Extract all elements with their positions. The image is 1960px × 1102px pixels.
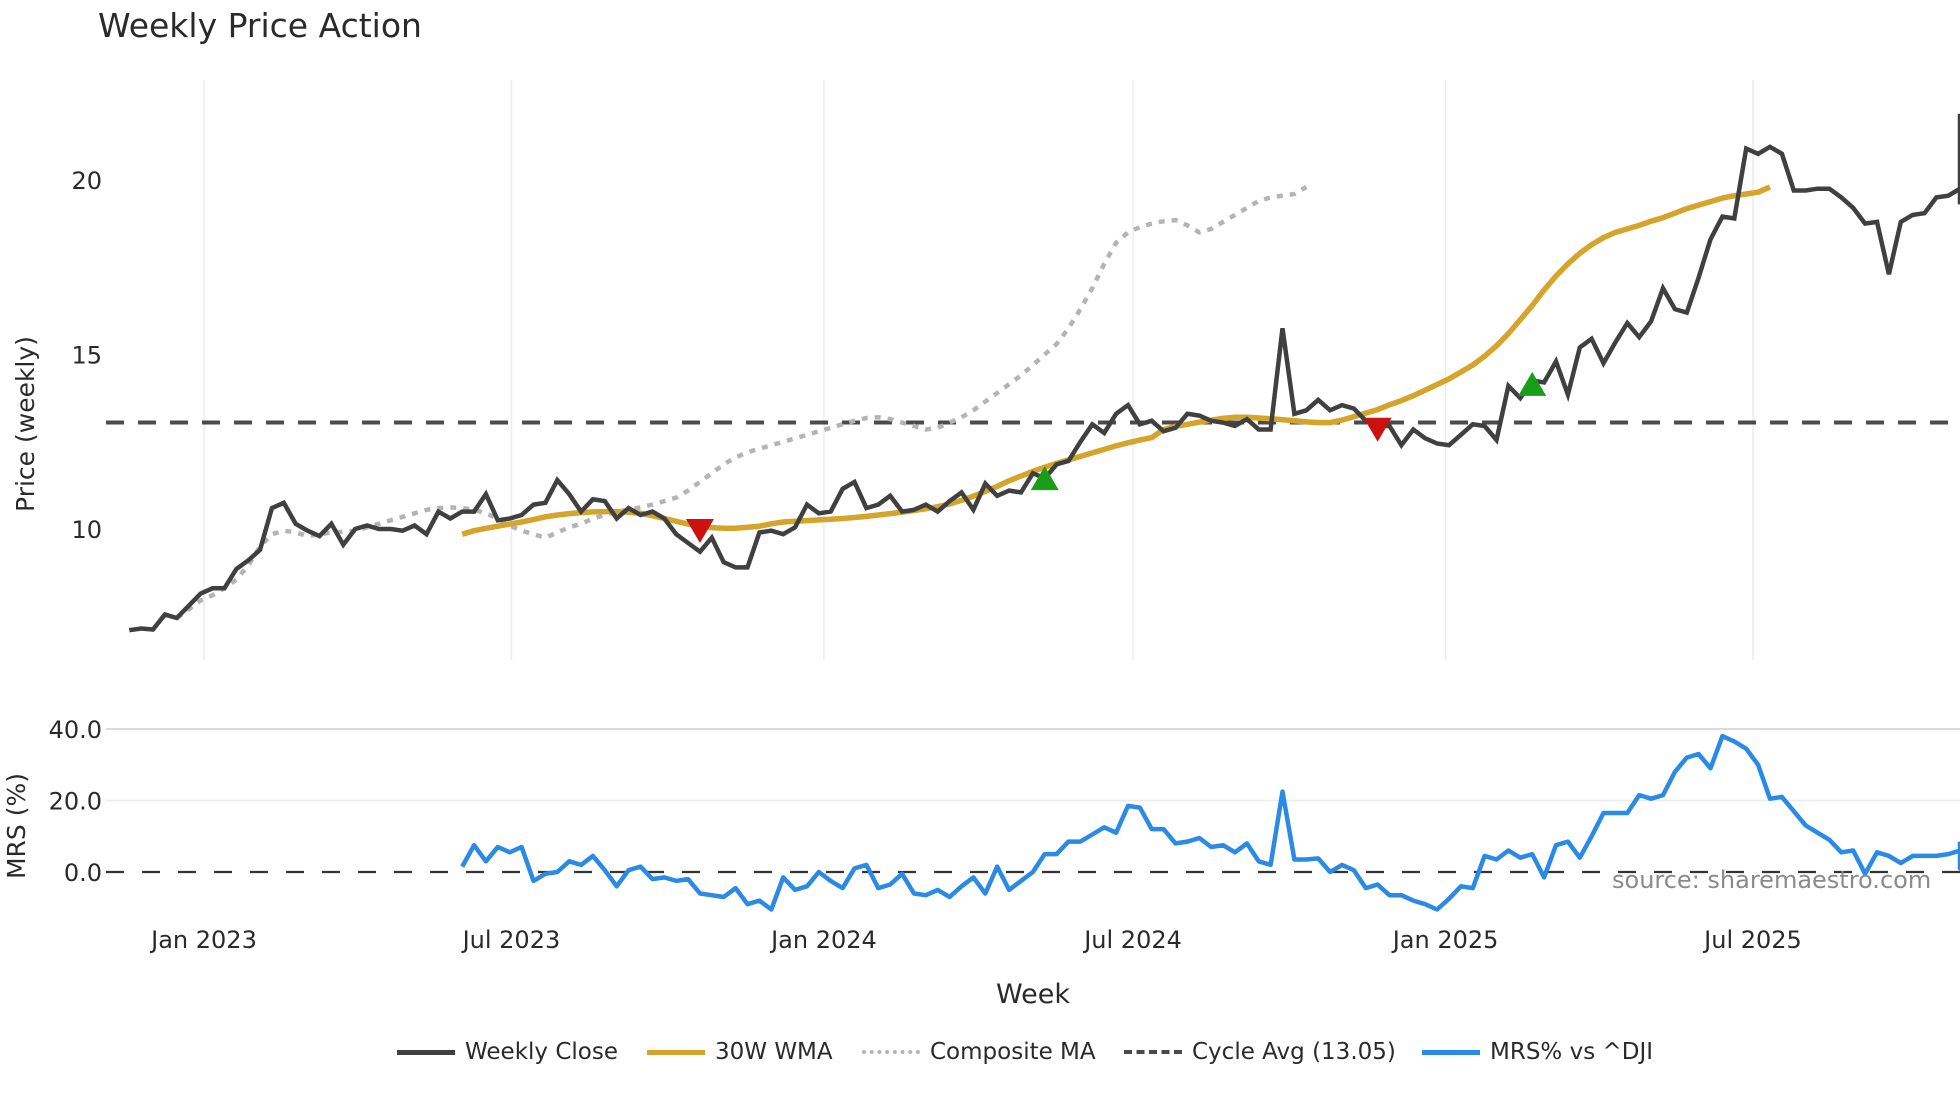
svg-text:0.0: 0.0: [64, 859, 102, 887]
svg-text:20.0: 20.0: [49, 788, 102, 816]
sell-signal-down-triangle-icon: [1363, 417, 1392, 442]
price-y-axis-label: Price (weekly): [11, 336, 40, 512]
svg-text:15: 15: [71, 342, 102, 370]
legend-label: Cycle Avg (13.05): [1192, 1039, 1396, 1065]
solid-line-swatch-icon: [647, 1049, 705, 1055]
svg-text:Jul 2024: Jul 2024: [1082, 926, 1182, 954]
svg-text:20: 20: [71, 167, 102, 195]
legend-label: MRS% vs ^DJI: [1490, 1039, 1654, 1065]
sell-signal-down-triangle-icon: [685, 519, 714, 543]
legend-item-weekly-close[interactable]: Weekly Close: [397, 1034, 618, 1070]
svg-text:Jul 2023: Jul 2023: [461, 926, 561, 954]
legend-item-mrs[interactable]: MRS% vs ^DJI: [1422, 1034, 1653, 1070]
svg-text:10: 10: [71, 516, 102, 544]
dotted-line-swatch-icon: [862, 1050, 920, 1054]
svg-text:Jan 2024: Jan 2024: [769, 926, 877, 954]
solid-line-swatch-icon: [397, 1049, 455, 1055]
legend: Weekly Close 30W WMA Composite MA Cycle …: [0, 1034, 1960, 1074]
buy-signal-up-triangle-icon: [1518, 371, 1547, 396]
x-axis-ticks: Jan 2023 Jul 2023 Jan 2024 Jul 2024 Jan 2025…: [149, 926, 1802, 954]
wma30-line: [461, 184, 1772, 537]
svg-text:Jan 2025: Jan 2025: [1391, 926, 1499, 954]
legend-item-cycle-avg[interactable]: Cycle Avg (13.05): [1124, 1034, 1396, 1070]
chart-title: Weekly Price Action: [98, 6, 422, 45]
series-layer: [128, 113, 1960, 912]
legend-item-composite-ma[interactable]: Composite MA: [862, 1034, 1096, 1070]
source-watermark: source: sharemaestro.com: [1612, 866, 1932, 894]
mrs-y-ticks: 0.0 20.0 40.0: [49, 716, 102, 887]
solid-line-swatch-icon: [1422, 1049, 1480, 1055]
legend-label: Composite MA: [930, 1039, 1096, 1065]
svg-text:40.0: 40.0: [49, 716, 102, 744]
weekly-close-line: [128, 113, 1960, 633]
dashed-line-swatch-icon: [1124, 1050, 1182, 1054]
signal-markers: [685, 371, 1547, 543]
price-y-ticks: 10 15 20: [71, 167, 102, 544]
buy-signal-up-triangle-icon: [1030, 466, 1059, 491]
svg-text:Jan 2023: Jan 2023: [149, 926, 257, 954]
composite-ma-line: [175, 185, 1308, 620]
svg-text:Jul 2025: Jul 2025: [1702, 926, 1802, 954]
legend-label: 30W WMA: [715, 1039, 833, 1065]
legend-item-30w-wma[interactable]: 30W WMA: [647, 1034, 833, 1070]
price-panel-gridlines: [203, 80, 1754, 660]
mrs-y-axis-label: MRS (%): [2, 773, 31, 879]
mrs-line: [460, 733, 1960, 912]
legend-label: Weekly Close: [465, 1039, 618, 1065]
x-axis-label: Week: [996, 979, 1070, 1010]
